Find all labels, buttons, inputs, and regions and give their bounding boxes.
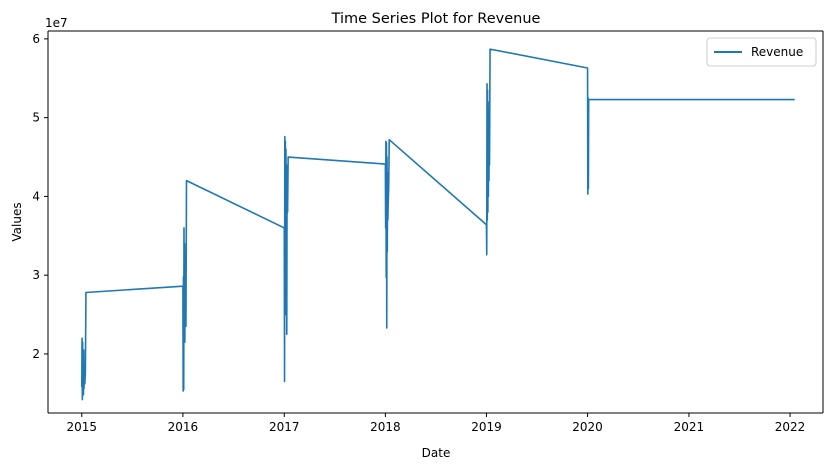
legend: Revenue bbox=[706, 37, 817, 67]
y-tick-label: 6 bbox=[32, 32, 40, 46]
x-tick-label: 2021 bbox=[674, 420, 705, 434]
y-axis-multiplier-label: 1e7 bbox=[45, 16, 68, 30]
y-axis-label: Values bbox=[10, 202, 24, 241]
x-tick-label: 2022 bbox=[775, 420, 806, 434]
y-tick-label: 4 bbox=[32, 189, 40, 203]
legend-entry-revenue: Revenue bbox=[751, 45, 803, 59]
x-tick-label: 2015 bbox=[67, 420, 98, 434]
x-tick-label: 2019 bbox=[471, 420, 502, 434]
y-tick-label: 5 bbox=[32, 111, 40, 125]
x-tick-label: 2017 bbox=[269, 420, 300, 434]
chart-title: Time Series Plot for Revenue bbox=[331, 11, 541, 27]
plot-area bbox=[48, 31, 823, 413]
y-tick-label: 2 bbox=[32, 347, 40, 361]
x-tick-label: 2020 bbox=[572, 420, 603, 434]
legend-box bbox=[706, 37, 817, 67]
x-tick-label: 2018 bbox=[370, 420, 401, 434]
series-line-revenue bbox=[80, 48, 795, 401]
x-axis-label: Date bbox=[422, 446, 451, 460]
x-tick-label: 2016 bbox=[168, 420, 199, 434]
y-tick-label: 3 bbox=[32, 268, 40, 282]
